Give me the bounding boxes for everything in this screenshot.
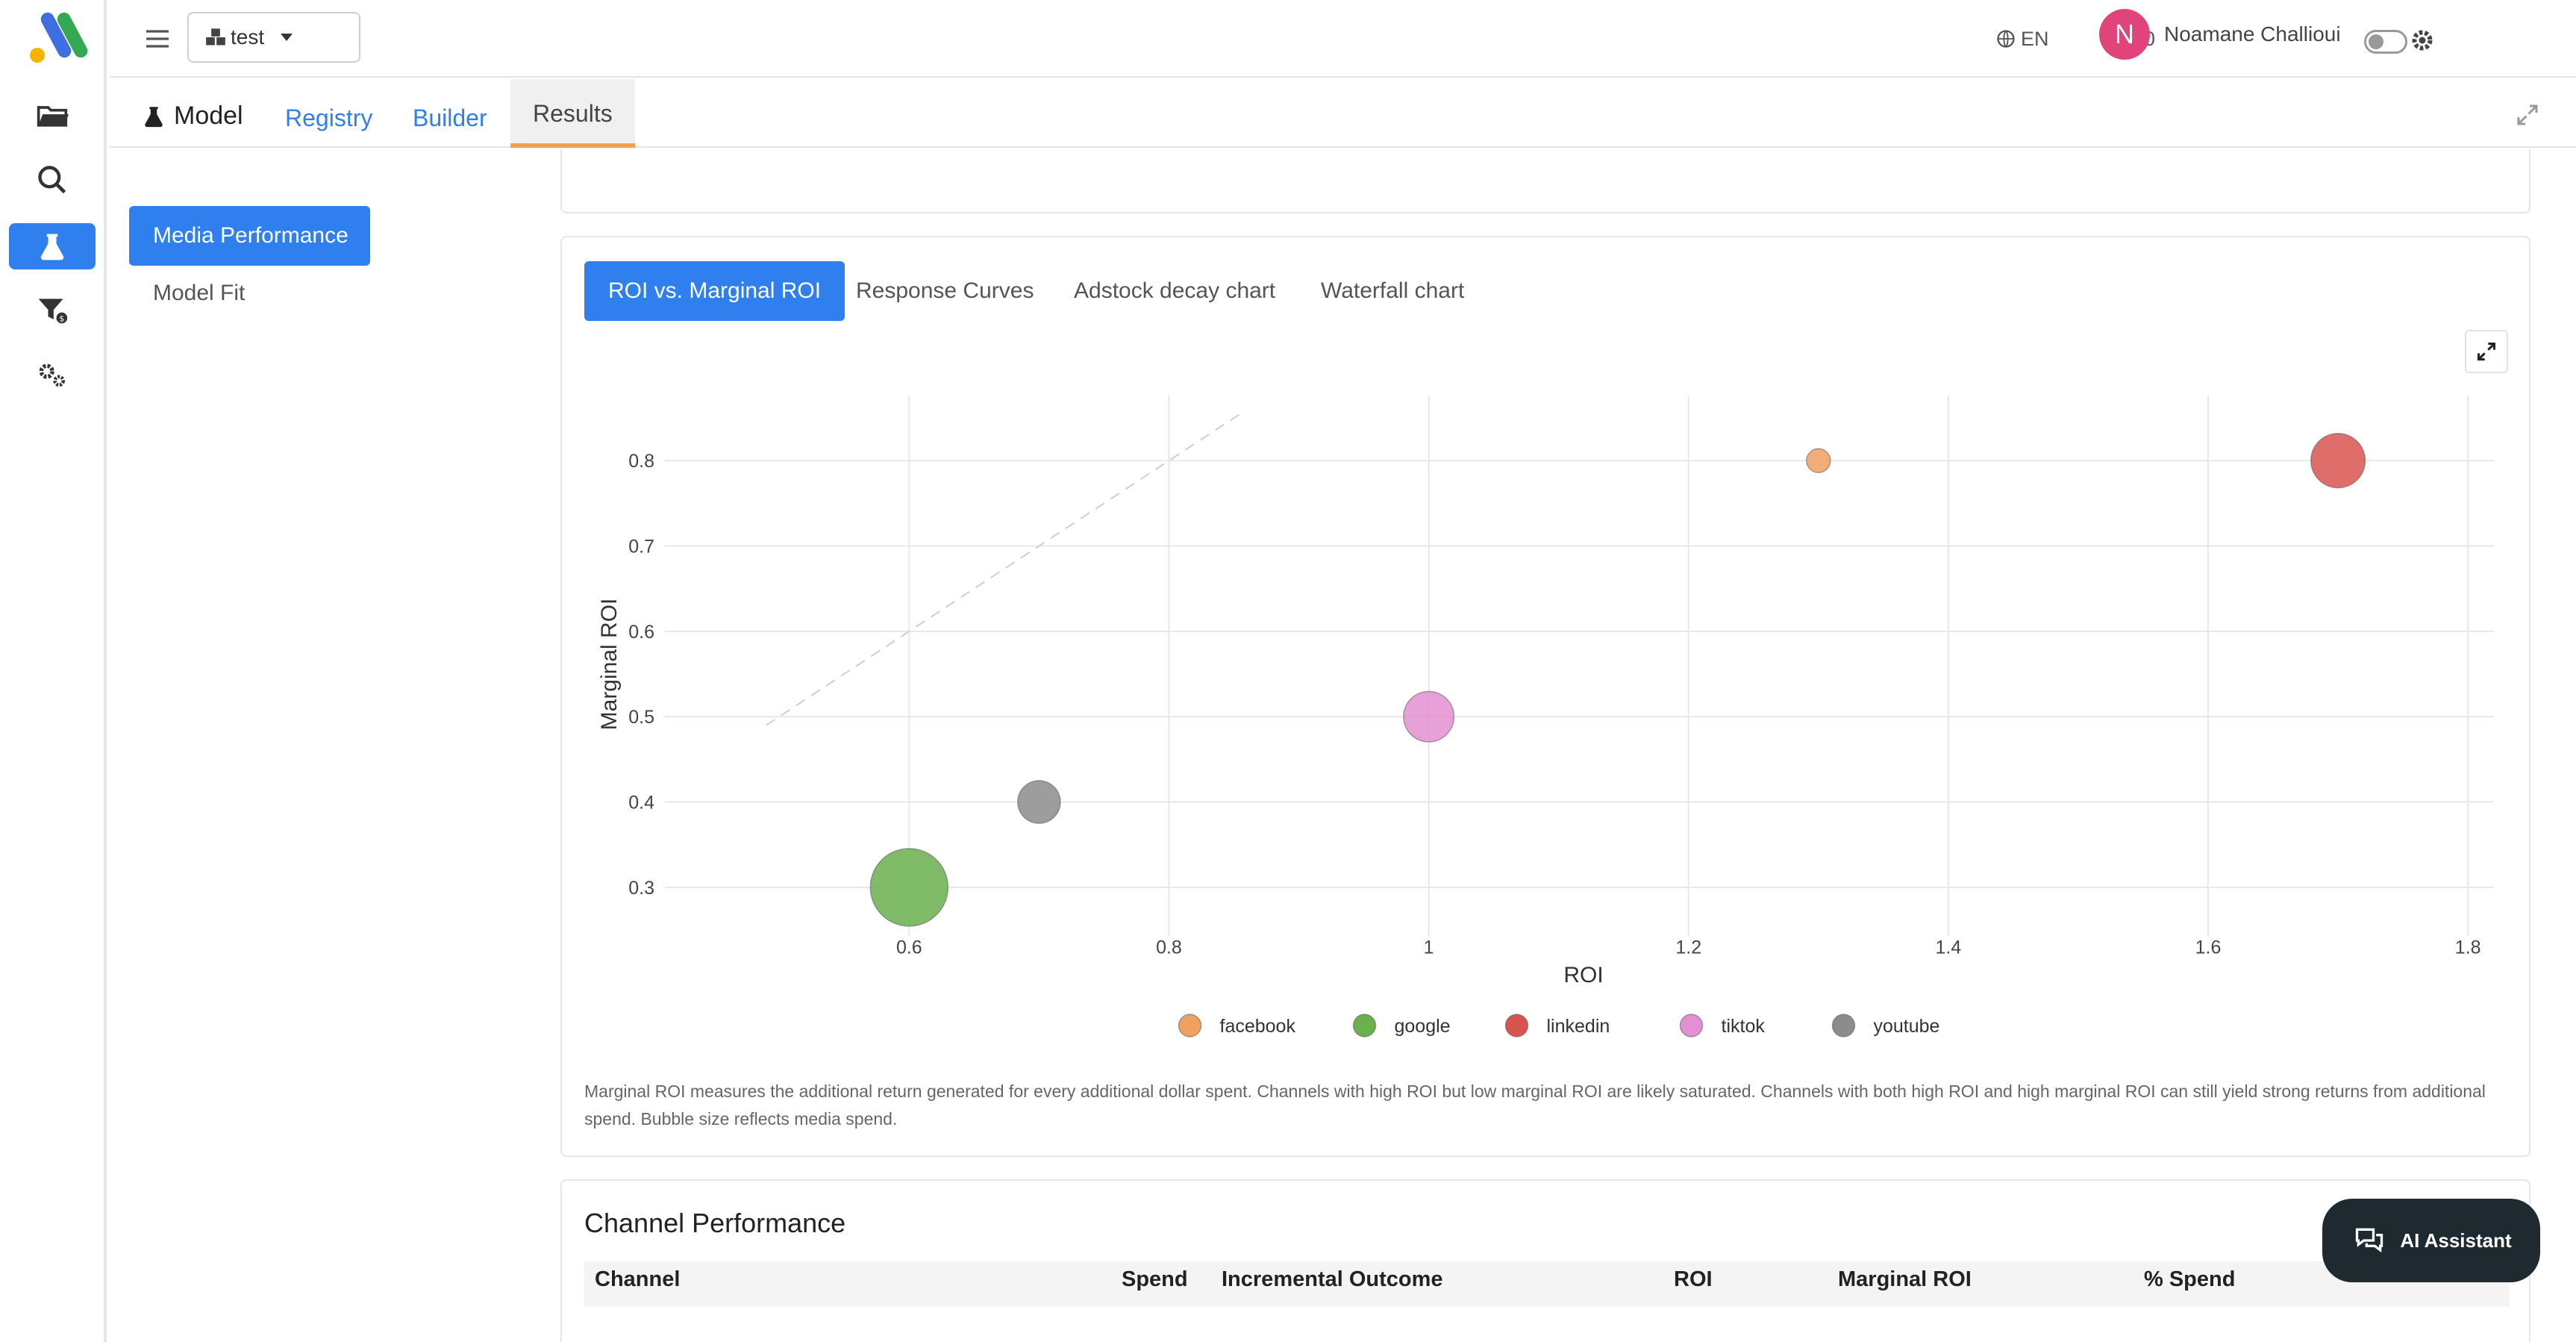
chat-bubbles-icon: [2356, 1228, 2383, 1253]
data-point-linkedin: [2310, 433, 2366, 489]
svg-text:$: $: [59, 314, 64, 324]
chart-tab-response-curves[interactable]: Response Curves: [856, 278, 1034, 303]
settings-cogs-icon[interactable]: [9, 352, 96, 399]
chevron-down-icon: [281, 34, 293, 41]
x-axis-label: ROI: [1563, 963, 1603, 987]
column-header[interactable]: Marginal ROI: [1838, 1267, 1972, 1291]
chart-fullscreen-button[interactable]: [2465, 330, 2508, 373]
model-tabs: Model Registry Builder Results: [110, 79, 2576, 148]
tab-registry[interactable]: Registry: [285, 104, 373, 131]
language-switch[interactable]: EN: [1995, 0, 2049, 78]
x-tick-label: 1.6: [2195, 937, 2222, 958]
legend-marker-youtube: [1831, 1014, 1856, 1037]
gear-icon[interactable]: [2409, 27, 2436, 54]
icon-rail: $: [0, 0, 107, 1342]
project-select[interactable]: test: [187, 12, 360, 63]
channel-performance-title: Channel Performance: [584, 1208, 846, 1238]
channel-performance-card: Channel Performance Channel Spend Increm…: [560, 1179, 2530, 1342]
x-tick-label: 1: [1424, 937, 1434, 958]
filter-money-icon[interactable]: $: [9, 287, 96, 333]
table-header: [584, 1261, 2510, 1306]
chart-card: ROI vs. Marginal ROI Response Curves Ads…: [560, 236, 2530, 1157]
tab-results[interactable]: Results: [510, 79, 635, 148]
legend-label-facebook: facebook: [1220, 1016, 1296, 1037]
previous-card: [560, 149, 2530, 213]
data-point-youtube: [1017, 780, 1061, 824]
data-point-facebook: [1806, 448, 1831, 473]
legend-label-linkedin: linkedin: [1547, 1016, 1610, 1037]
model-heading: Model: [141, 102, 243, 131]
x-tick-label: 1.2: [1675, 937, 1701, 958]
avatar[interactable]: N: [2099, 9, 2150, 60]
x-tick-label: 0.8: [1156, 937, 1182, 958]
chart-tab-roi[interactable]: ROI vs. Marginal ROI: [584, 261, 845, 321]
chart-tab-waterfall[interactable]: Waterfall chart: [1321, 278, 1465, 303]
tab-builder[interactable]: Builder: [413, 104, 487, 131]
nav-model-fit[interactable]: Model Fit: [153, 281, 246, 305]
y-tick-label: 0.4: [628, 793, 654, 814]
model-title: Model: [174, 102, 243, 130]
y-tick-label: 0.6: [628, 622, 654, 643]
app-logo[interactable]: [27, 7, 93, 66]
expand-arrows-icon: [2477, 342, 2496, 361]
y-tick-label: 0.8: [628, 451, 654, 472]
legend-marker-google: [1352, 1014, 1377, 1037]
hamburger-menu-icon[interactable]: [143, 24, 172, 54]
column-header[interactable]: % Spend: [2144, 1267, 2236, 1291]
flask-icon[interactable]: [9, 223, 96, 269]
theme-toggle[interactable]: [2364, 30, 2407, 54]
nav-media-performance[interactable]: Media Performance: [129, 206, 370, 266]
y-tick-label: 0.7: [628, 537, 654, 558]
legend-marker-tiktok: [1679, 1014, 1704, 1037]
chart-tab-adstock[interactable]: Adstock decay chart: [1074, 278, 1276, 303]
reference-line: [766, 413, 1241, 726]
x-tick-label: 0.6: [896, 937, 922, 958]
y-axis-label: Marginal ROI: [597, 599, 622, 731]
data-point-google: [869, 848, 949, 927]
column-header[interactable]: Spend: [1122, 1267, 1188, 1291]
expand-icon[interactable]: [2514, 102, 2541, 128]
language-label: EN: [2021, 27, 2049, 50]
cubes-icon: [206, 28, 225, 46]
ai-assistant-label: AI Assistant: [2400, 1229, 2512, 1252]
ai-assistant-button[interactable]: AI Assistant: [2322, 1199, 2540, 1282]
roi-scatter-chart: 0.6 0.8 1 1.2 1.4 1.6 1.8 0.3 0.4 0.5 0.6 0.7 0.8 R…: [597, 396, 2494, 1037]
legend-label-google: google: [1395, 1016, 1451, 1037]
globe-icon: [1997, 30, 2015, 48]
top-bar: test EN 90 N Noamane Challioui: [110, 0, 2576, 78]
legend-marker-linkedin: [1504, 1014, 1529, 1037]
flask-icon: [145, 106, 163, 127]
x-tick-label: 1.4: [1936, 937, 1962, 958]
y-tick-label: 0.3: [628, 878, 654, 899]
y-ticks: 0.3 0.4 0.5 0.6 0.7 0.8: [628, 451, 654, 899]
chart-legend: facebook google linkedin tiktok youtube: [1178, 1014, 1940, 1037]
chart-grid: [665, 396, 2494, 936]
x-tick-label: 1.8: [2455, 937, 2481, 958]
x-ticks: 0.6 0.8 1 1.2 1.4 1.6 1.8: [896, 937, 2481, 958]
column-header[interactable]: ROI: [1674, 1267, 1713, 1291]
search-icon[interactable]: [9, 157, 96, 203]
legend-label-tiktok: tiktok: [1722, 1016, 1766, 1037]
user-name[interactable]: Noamane Challioui: [2164, 22, 2341, 46]
chart-caption: Marginal ROI measures the additional ret…: [584, 1082, 2486, 1129]
folder-icon[interactable]: [9, 93, 96, 139]
data-point-tiktok: [1403, 690, 1455, 743]
legend-marker-facebook: [1178, 1014, 1202, 1037]
y-tick-label: 0.5: [628, 707, 654, 728]
column-header[interactable]: Incremental Outcome: [1222, 1267, 1443, 1291]
project-name: test: [231, 25, 265, 49]
chart-points: [869, 433, 2366, 927]
column-header[interactable]: Channel: [595, 1267, 681, 1291]
legend-label-youtube: youtube: [1874, 1016, 1940, 1037]
